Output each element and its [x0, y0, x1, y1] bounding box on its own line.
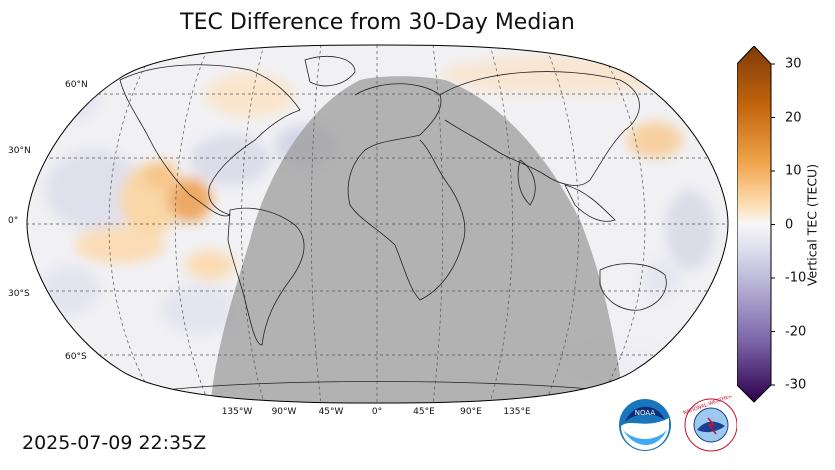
lat-label-60n: 60°N [65, 80, 88, 90]
europe-africa [347, 83, 466, 301]
coastlines [119, 56, 667, 393]
india [517, 159, 536, 206]
lat-label-30s: 30°S [8, 289, 30, 299]
colorbar-tick-0: 0 [785, 217, 794, 232]
lon-label-45e: 45°E [413, 407, 435, 417]
lon-label-45w: 45°W [318, 407, 344, 417]
lon-label-135w: 135°W [221, 407, 253, 417]
timestamp: 2025-07-09 22:35Z [22, 432, 207, 454]
antarctica [149, 381, 621, 393]
colorbar-tick-20: 20 [785, 110, 802, 125]
globe-outline [26, 44, 729, 404]
lon-label-90e: 90°E [460, 407, 482, 417]
colorbar-tick-neg20: -20 [785, 324, 807, 339]
agency-logos: NOAA NATIONAL WEATHER SERVICE [619, 396, 737, 452]
asia [439, 71, 640, 186]
colorbar-tick-30: 30 [785, 56, 802, 72]
nws-logo: NATIONAL WEATHER SERVICE [682, 396, 737, 452]
colorbar [737, 46, 775, 403]
australia [599, 263, 667, 311]
lon-label-90w: 90°W [271, 407, 297, 417]
colorbar-tick-neg10: -10 [785, 270, 807, 286]
colorbar-tick-10: 10 [785, 163, 802, 179]
lat-label-30n: 30°N [8, 146, 31, 156]
lat-label-equator: 0° [8, 216, 19, 226]
map-title: TEC Difference from 30-Day Median [180, 10, 575, 35]
southeast-asia [564, 184, 616, 222]
noaa-logo: NOAA [619, 399, 671, 451]
tec-anomaly-field [27, 55, 715, 378]
colorbar-tick-neg30: -30 [785, 377, 807, 393]
lat-label-60s: 60°S [65, 352, 87, 362]
globe [27, 45, 728, 403]
noaa-logo-text: NOAA [635, 409, 656, 417]
night-shading [210, 76, 625, 403]
lon-label-135e: 135°E [503, 407, 531, 417]
south-america [227, 207, 305, 346]
lon-label-0: 0° [371, 407, 383, 417]
colorbar-label: Vertical TEC (TECU) [804, 163, 820, 287]
graticule [27, 45, 728, 403]
north-america [119, 64, 301, 217]
greenland [304, 56, 356, 87]
